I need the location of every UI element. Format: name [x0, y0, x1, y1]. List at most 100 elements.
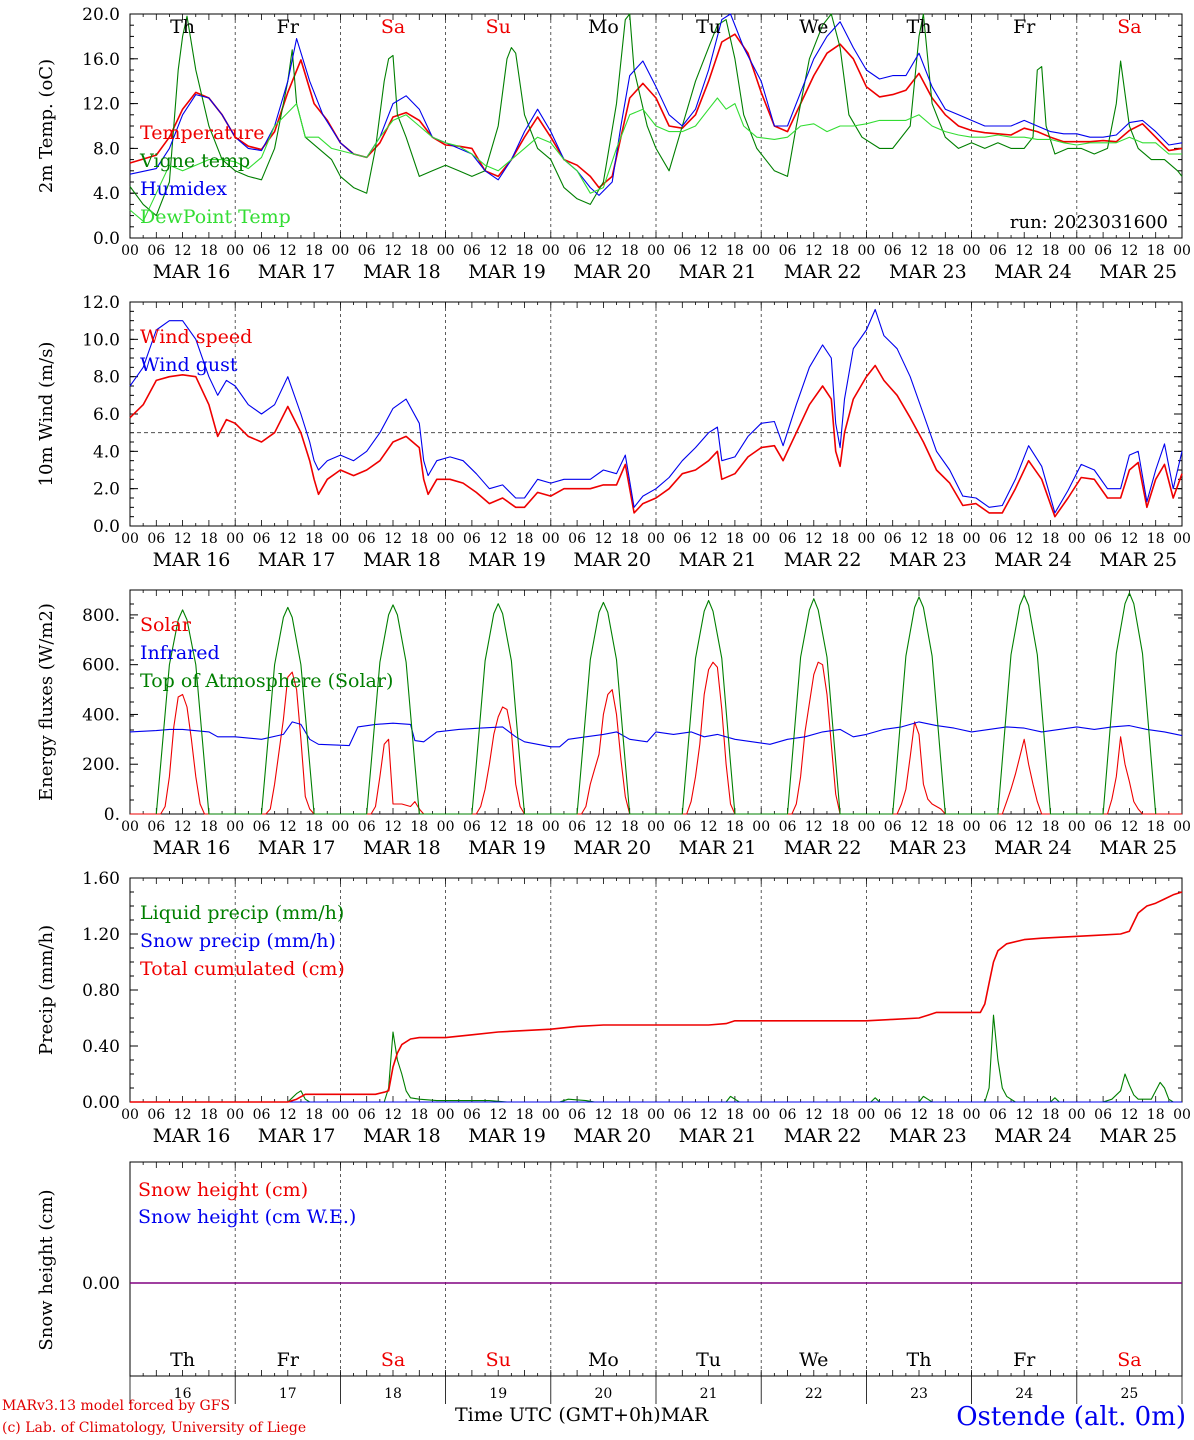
- panel-4: 0.00 0.40 0.80 1.20 1.60 Precip (mm/h) Liquid …: [36, 869, 1191, 1147]
- y-tick-label: 0.40: [82, 1037, 120, 1057]
- date-label: MAR 16: [153, 1125, 231, 1147]
- hour-label: 00: [1173, 1107, 1191, 1123]
- date-label: MAR 24: [994, 837, 1072, 859]
- hour-label: 06: [147, 1107, 165, 1123]
- y-tick-label: 4.0: [93, 442, 120, 462]
- y-tick-label: 800.: [82, 606, 120, 626]
- hour-label: 12: [489, 243, 507, 259]
- hour-label: 18: [1042, 531, 1060, 547]
- day-name-label: Th: [170, 1349, 195, 1371]
- hour-label: 12: [1120, 819, 1138, 835]
- legend-entry: Vigne temp: [139, 150, 250, 172]
- hour-label: 18: [1147, 819, 1165, 835]
- hour-label: 18: [726, 243, 744, 259]
- hour-label: 00: [1068, 1107, 1086, 1123]
- hour-label: 18: [200, 819, 218, 835]
- day-number-label: 18: [384, 1386, 402, 1402]
- date-label: MAR 17: [258, 549, 336, 571]
- hour-label: 06: [358, 531, 376, 547]
- hour-label: 00: [1068, 243, 1086, 259]
- date-label: MAR 23: [889, 837, 967, 859]
- hour-label: 12: [1015, 1107, 1033, 1123]
- hour-label: 06: [358, 819, 376, 835]
- hour-label: 00: [331, 531, 349, 547]
- series-line-top-of-atmosphere-solar-: [155, 592, 1157, 815]
- hour-label: 18: [726, 819, 744, 835]
- hour-label: 12: [805, 531, 823, 547]
- hour-label: 06: [779, 819, 797, 835]
- x-axis-title: Time UTC (GMT+0h)MAR: [455, 1404, 708, 1426]
- date-label: MAR 19: [468, 549, 546, 571]
- hour-label: 12: [700, 531, 718, 547]
- hour-label: 00: [226, 819, 244, 835]
- hour-label: 00: [121, 1107, 139, 1123]
- hour-label: 06: [463, 1107, 481, 1123]
- hour-label: 12: [489, 531, 507, 547]
- hour-label: 06: [463, 819, 481, 835]
- hour-label: 18: [410, 531, 428, 547]
- day-number-label: 17: [279, 1386, 297, 1402]
- panel-1: 0.0 4.0 8.0 12.0 16.0 20.0 2m Temp. (oC) Temper…: [36, 5, 1191, 283]
- credit-model: MARv3.13 model forced by GFS: [2, 1398, 231, 1414]
- hour-label: 18: [200, 243, 218, 259]
- hour-label: 18: [621, 243, 639, 259]
- hour-label: 18: [1147, 1107, 1165, 1123]
- hour-label: 12: [594, 819, 612, 835]
- day-name-label: Tu: [696, 16, 721, 38]
- y-tick-label: 1.20: [82, 925, 120, 945]
- series-line-infrared: [129, 721, 1183, 748]
- hour-label: 06: [568, 243, 586, 259]
- date-label: MAR 21: [679, 837, 757, 859]
- legend-entry: Wind speed: [140, 326, 252, 348]
- x-axis-title-text: Time UTC (GMT+0h): [455, 1404, 661, 1426]
- hour-label: 00: [752, 531, 770, 547]
- hour-label: 06: [989, 531, 1007, 547]
- x-axis-month: MAR: [660, 1404, 709, 1426]
- date-label: MAR 25: [1099, 837, 1177, 859]
- day-number-label: 16: [174, 1386, 192, 1402]
- y-tick-label: 0.: [104, 805, 120, 825]
- hour-label: 12: [700, 243, 718, 259]
- date-label: MAR 17: [258, 837, 336, 859]
- hour-label: 12: [910, 819, 928, 835]
- hour-label: 06: [253, 819, 271, 835]
- series-line-humidex: [129, 13, 1183, 196]
- y-axis-title: 10m Wind (m/s): [36, 342, 57, 487]
- hour-label: 18: [305, 1107, 323, 1123]
- hour-label: 06: [673, 819, 691, 835]
- hour-label: 00: [963, 531, 981, 547]
- hour-label: 18: [936, 531, 954, 547]
- hour-label: 18: [305, 243, 323, 259]
- hour-label: 06: [568, 531, 586, 547]
- hour-label: 00: [752, 243, 770, 259]
- day-name-label: Fr: [1013, 16, 1036, 38]
- series-line-temperature: [129, 33, 1183, 189]
- hour-label: 00: [542, 819, 560, 835]
- day-name-label: Th: [170, 16, 195, 38]
- y-axis-title: Energy fluxes (W/m2): [36, 603, 57, 801]
- day-number-label: 22: [805, 1386, 823, 1402]
- hour-label: 18: [516, 531, 534, 547]
- hour-label: 18: [831, 1107, 849, 1123]
- y-tick-label: 20.0: [82, 5, 120, 25]
- hour-label: 12: [594, 1107, 612, 1123]
- hour-label: 18: [726, 531, 744, 547]
- date-label: MAR 16: [153, 837, 231, 859]
- date-label: MAR 18: [363, 549, 441, 571]
- hour-label: 06: [673, 1107, 691, 1123]
- hour-label: 00: [1173, 243, 1191, 259]
- date-label: MAR 25: [1099, 1125, 1177, 1147]
- panel-3: 0. 200. 400. 600. 800. Energy fluxes (W/m2) So…: [36, 589, 1191, 859]
- hour-label: 12: [910, 531, 928, 547]
- y-tick-label: 0.80: [82, 981, 120, 1001]
- date-label: MAR 25: [1099, 261, 1177, 283]
- day-name-label: Sa: [381, 16, 405, 38]
- y-tick-label: 200.: [82, 755, 120, 775]
- hour-label: 00: [963, 243, 981, 259]
- hour-label: 12: [384, 243, 402, 259]
- day-name-label: Mo: [588, 1349, 619, 1371]
- hour-label: 06: [358, 1107, 376, 1123]
- hour-label: 12: [279, 819, 297, 835]
- hour-label: 00: [331, 1107, 349, 1123]
